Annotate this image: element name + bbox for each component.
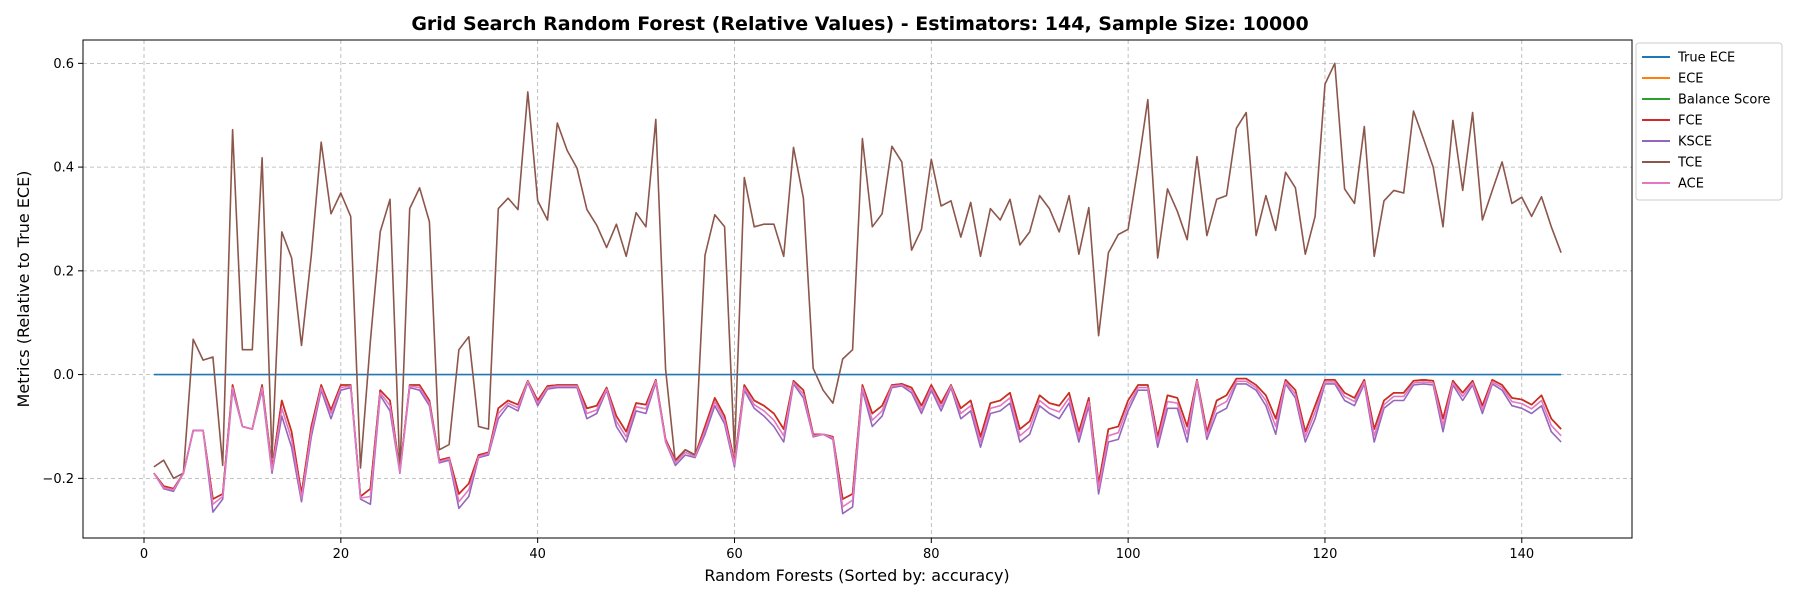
y-tick-label: 0.2: [53, 264, 74, 279]
legend-box: [1635, 42, 1783, 201]
x-tick-label: 60: [726, 547, 743, 562]
legend-label-balance-score: Balance Score: [1678, 93, 1770, 108]
x-tick-label: 80: [923, 547, 940, 562]
series-line-tce: [153, 62, 1562, 480]
x-tick-label: 20: [333, 547, 350, 562]
x-tick-label: 120: [1313, 547, 1338, 562]
legend: True ECE ECE Balance Score FCE KSCE TCE ACE: [1635, 42, 1783, 201]
x-tick-label: 140: [1509, 547, 1534, 562]
legend-label-fce: FCE: [1678, 114, 1703, 129]
legend-label-ace: ACE: [1678, 177, 1704, 192]
y-tick-label: 0.6: [53, 57, 74, 72]
legend-label-ece: ECE: [1678, 72, 1704, 87]
x-tick-label: 100: [1116, 547, 1141, 562]
x-tick-label: 40: [529, 547, 546, 562]
x-tick-label: 0: [140, 547, 148, 562]
y-tick-label: −0.2: [42, 472, 74, 487]
legend-label-ksce: KSCE: [1678, 135, 1712, 150]
series-line-ace: [153, 379, 1562, 508]
plot-frame: [82, 39, 1633, 539]
series-lines: [153, 62, 1562, 515]
chart-title: Grid Search Random Forest (Relative Valu…: [411, 13, 1308, 35]
legend-label-true-ece: True ECE: [1677, 51, 1735, 66]
y-tick-label: 0.4: [53, 161, 74, 176]
y-tick-label: 0.0: [53, 368, 74, 383]
x-axis-label: Random Forests (Sorted by: accuracy): [704, 566, 1009, 585]
legend-label-tce: TCE: [1677, 156, 1702, 171]
y-axis-label: Metrics (Relative to True ECE): [14, 171, 33, 408]
axis-ticks: 0 20 40 60 80 100 120 140 −0.2 0.0 0.2 0.4 0.6: [42, 57, 1534, 562]
